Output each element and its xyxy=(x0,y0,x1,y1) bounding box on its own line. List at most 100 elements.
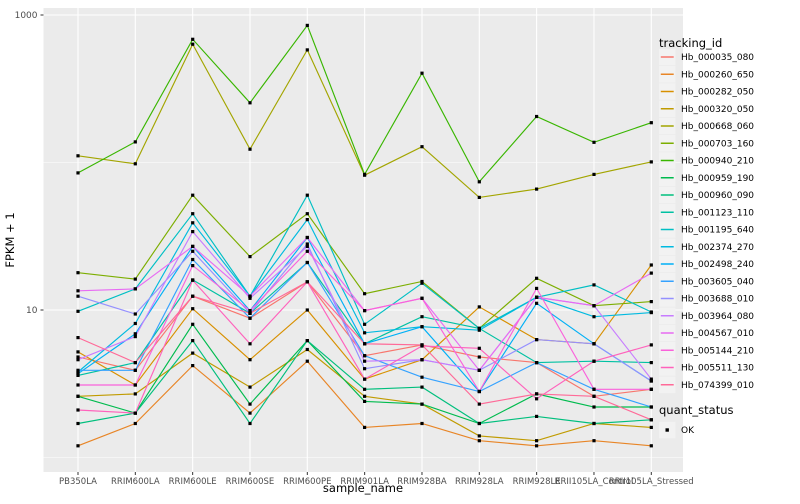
data-point xyxy=(420,279,424,284)
legend-label: Hb_001195_640 xyxy=(681,226,754,236)
data-point xyxy=(535,414,539,418)
data-point xyxy=(363,359,367,363)
data-point xyxy=(363,331,367,335)
legend-label: Hb_003964_080 xyxy=(681,312,754,322)
legend-label: Hb_000703_160 xyxy=(681,139,754,149)
data-point xyxy=(420,71,424,75)
x-tick-label: RRIM901LA xyxy=(340,477,389,487)
data-point xyxy=(248,294,252,298)
data-point xyxy=(420,343,424,347)
data-point xyxy=(363,377,367,381)
data-point xyxy=(248,411,252,415)
data-point xyxy=(76,309,80,313)
data-point xyxy=(305,23,309,27)
data-point xyxy=(191,351,195,355)
data-point xyxy=(420,421,424,426)
data-point xyxy=(191,322,195,326)
data-point xyxy=(535,361,539,365)
data-point xyxy=(592,387,596,391)
y-tick-label: 1000 xyxy=(15,11,38,21)
data-point xyxy=(535,187,539,191)
data-point xyxy=(420,358,424,362)
legend-label: Hb_003688_010 xyxy=(681,295,754,305)
quant-status-legend: OK xyxy=(659,421,695,439)
data-point xyxy=(649,379,653,383)
data-point xyxy=(76,336,80,340)
x-tick-label: RRIM600LA xyxy=(111,477,160,487)
data-point xyxy=(305,242,309,246)
data-point xyxy=(535,114,539,119)
data-point xyxy=(305,193,309,197)
data-points xyxy=(76,23,653,448)
data-point xyxy=(76,373,80,377)
data-point xyxy=(592,439,596,443)
data-point xyxy=(363,425,367,429)
data-point xyxy=(248,296,252,300)
data-point xyxy=(535,392,539,396)
data-point xyxy=(649,377,653,381)
data-point xyxy=(248,147,252,151)
quant-status-legend-title: quant_status xyxy=(659,403,734,417)
data-point xyxy=(248,402,252,406)
data-point xyxy=(363,292,367,296)
data-point xyxy=(248,309,252,313)
data-point xyxy=(76,370,80,374)
x-tick-label: RRIM928LE xyxy=(513,477,561,487)
data-point xyxy=(477,434,481,438)
data-point xyxy=(76,368,80,372)
data-point xyxy=(191,221,195,225)
data-point xyxy=(305,218,309,222)
data-point xyxy=(191,212,195,216)
data-point xyxy=(305,347,309,352)
data-point xyxy=(649,263,653,267)
data-point xyxy=(191,278,195,282)
data-point xyxy=(248,255,252,259)
data-point xyxy=(248,316,252,320)
legend-label: Hb_000260_650 xyxy=(681,70,754,80)
data-point xyxy=(420,375,424,379)
data-point xyxy=(305,244,309,248)
data-point xyxy=(649,121,653,125)
data-point xyxy=(649,271,653,275)
data-point xyxy=(477,355,481,359)
data-point xyxy=(133,287,137,291)
data-point xyxy=(592,405,596,409)
x-tick-label: PB350LA xyxy=(59,477,97,487)
data-point xyxy=(191,244,195,248)
data-point xyxy=(592,342,596,346)
data-point xyxy=(133,277,137,281)
data-point xyxy=(649,300,653,304)
data-point xyxy=(649,361,653,365)
data-point xyxy=(191,249,195,253)
data-point xyxy=(76,171,80,175)
data-point xyxy=(535,301,539,305)
data-point xyxy=(133,312,137,316)
axes: 10 1000 PB350LA RRIM600LA RRIM600LE RRIM600SE… xyxy=(15,11,694,487)
data-point xyxy=(191,193,195,197)
quant-legend-point xyxy=(665,428,669,432)
data-point xyxy=(592,140,596,144)
data-point xyxy=(305,235,309,240)
data-point xyxy=(420,145,424,149)
data-point xyxy=(133,332,137,336)
data-point xyxy=(477,421,481,426)
data-point xyxy=(133,368,137,372)
data-point xyxy=(305,249,309,253)
quant-legend-label: OK xyxy=(681,426,695,436)
data-point xyxy=(133,392,137,396)
data-point xyxy=(305,339,309,343)
data-point xyxy=(248,311,252,315)
data-point xyxy=(133,383,137,387)
legend-label: Hb_005511_130 xyxy=(681,364,754,374)
data-point xyxy=(76,289,80,293)
legend-label: Hb_000668_060 xyxy=(681,122,754,132)
data-point xyxy=(477,402,481,406)
data-point xyxy=(477,328,481,332)
legend-label: Hb_000940_210 xyxy=(681,157,754,167)
legend-label: Hb_000320_050 xyxy=(681,105,754,115)
data-point xyxy=(477,346,481,350)
legend-label: Hb_002374_270 xyxy=(681,243,754,253)
data-point xyxy=(535,397,539,401)
data-point xyxy=(592,421,596,426)
